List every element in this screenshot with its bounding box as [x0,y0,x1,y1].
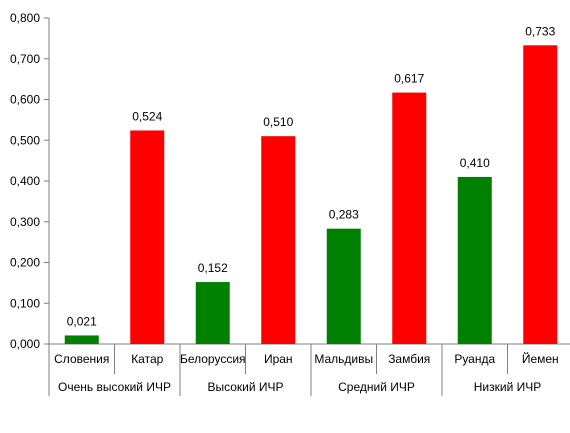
bar [392,92,427,344]
y-tick-label: 0,400 [10,174,40,188]
data-label: 0,283 [329,208,359,222]
data-label: 0,733 [525,24,555,38]
category-label: Белоруссия [180,352,246,366]
data-label: 0,410 [460,156,490,170]
bar [457,176,492,344]
group-label: Низкий ИЧР [474,380,542,394]
category-label: Катар [131,352,163,366]
data-label: 0,617 [394,72,424,86]
bar [195,282,230,344]
group-label: Очень высокий ИЧР [58,380,171,394]
y-tick-label: 0,600 [10,93,40,107]
bar [64,335,99,344]
y-tick-label: 0,100 [10,296,40,310]
category-label: Словения [54,352,109,366]
y-tick-label: 0,200 [10,256,40,270]
data-label: 0,021 [67,314,97,328]
category-label: Йемен [522,351,559,366]
group-label: Средний ИЧР [338,380,415,394]
data-label: 0,524 [132,109,162,123]
y-tick-label: 0,800 [10,11,40,25]
y-tick-label: 0,700 [10,52,40,66]
bar [261,136,296,344]
bar [523,45,558,345]
category-label: Замбия [388,352,430,366]
data-label: 0,510 [263,115,293,129]
category-label: Руанда [454,352,495,366]
y-tick-label: 0,000 [10,337,40,351]
y-tick-label: 0,500 [10,133,40,147]
y-tick-label: 0,300 [10,215,40,229]
group-label: Высокий ИЧР [207,380,283,394]
bar [130,130,165,344]
bar [326,228,361,344]
category-label: Иран [264,352,293,366]
data-label: 0,152 [198,261,228,275]
category-label: Мальдивы [314,352,373,366]
